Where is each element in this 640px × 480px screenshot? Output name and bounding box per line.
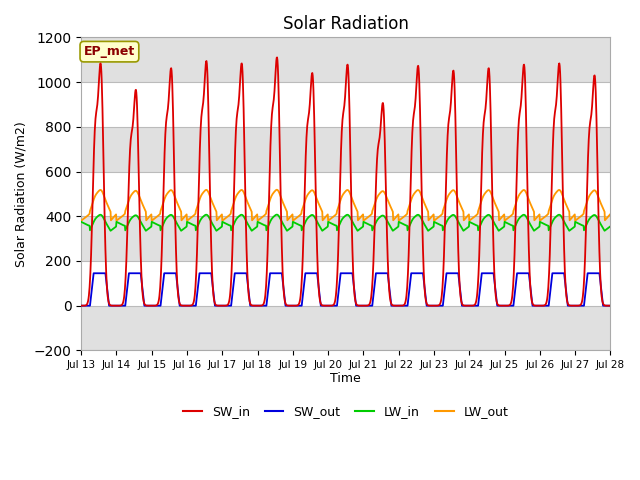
Bar <box>81 306 611 350</box>
Y-axis label: Solar Radiation (W/m2): Solar Radiation (W/m2) <box>15 121 28 267</box>
Bar <box>81 37 611 82</box>
Bar <box>81 216 611 261</box>
Bar <box>81 127 611 171</box>
Text: EP_met: EP_met <box>84 45 135 58</box>
X-axis label: Time: Time <box>330 372 361 384</box>
Title: Solar Radiation: Solar Radiation <box>283 15 409 33</box>
Legend: SW_in, SW_out, LW_in, LW_out: SW_in, SW_out, LW_in, LW_out <box>178 400 514 423</box>
